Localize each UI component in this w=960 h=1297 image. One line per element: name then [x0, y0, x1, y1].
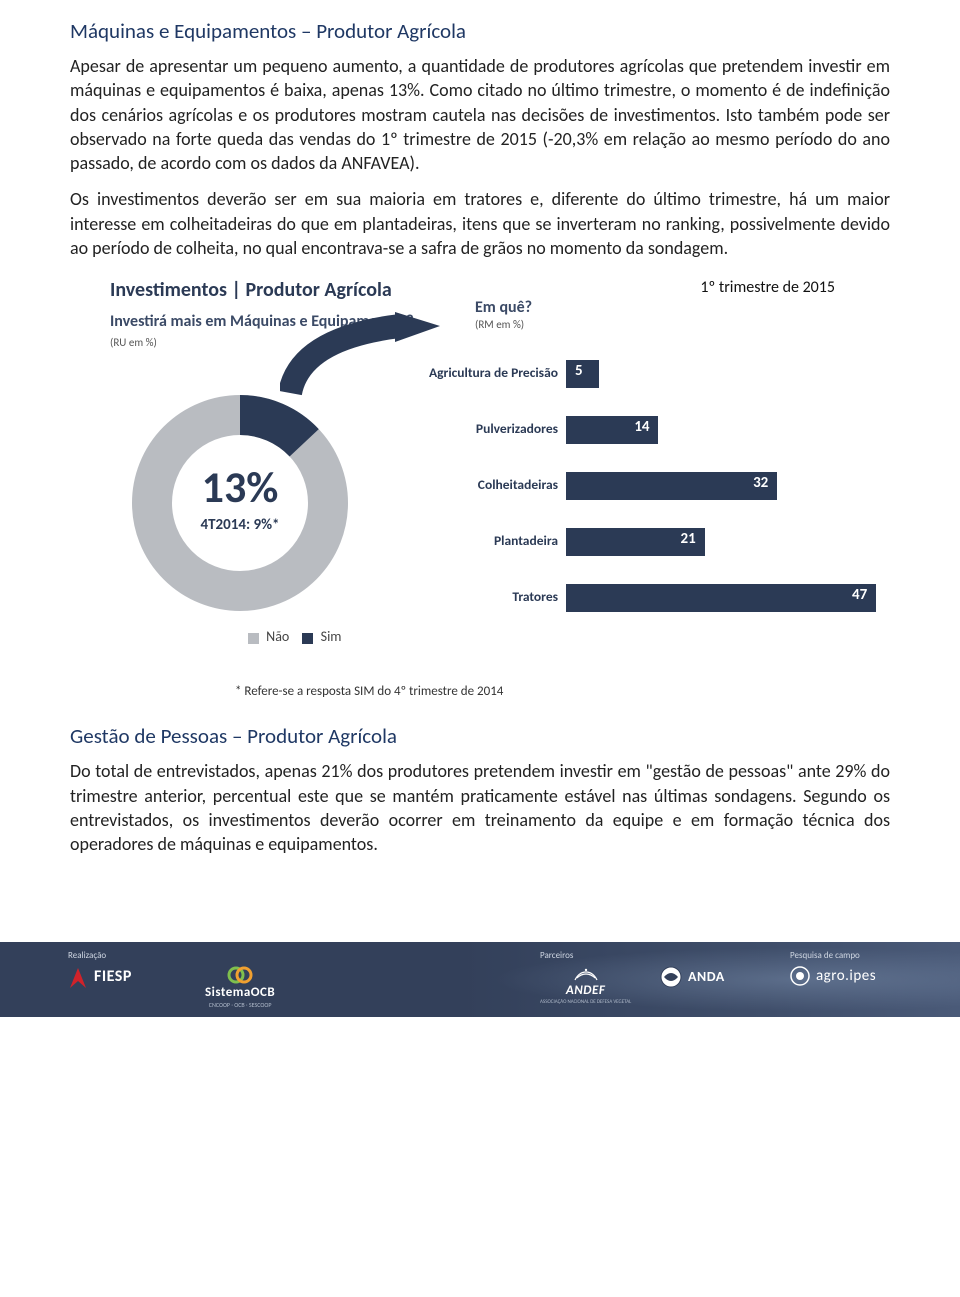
legend-yes-label: Sim — [321, 628, 342, 645]
logo-ocb: SistemaOCB CNCOOP · OCB · SESCOOP — [205, 966, 275, 1009]
bar-rect — [566, 584, 876, 612]
donut-center-prev: 4T2014: 9%* — [125, 516, 355, 534]
chart-title: Investimentos | Produtor Agrícola — [110, 278, 392, 302]
fiesp-text: FIESP — [94, 967, 132, 986]
logo-andef: ANDEF ASSOCIAÇÃO NACIONAL DE DEFESA VEGE… — [540, 966, 631, 1005]
bar-value: 32 — [753, 474, 768, 492]
ocb-icon — [226, 966, 254, 984]
bar-label: Colheitadeiras — [400, 476, 558, 493]
bar-row: Tratores 47 — [400, 574, 890, 624]
footer-label-parceiros: Parceiros — [540, 950, 573, 961]
bar-value: 47 — [852, 586, 867, 604]
logo-fiesp: FIESP — [68, 966, 132, 988]
bar-unit: (RM em %) — [475, 318, 524, 331]
bar-chart: Agricultura de Precisão 5 Pulverizadores 14… — [400, 350, 890, 630]
bar-row: Plantadeira 21 — [400, 518, 890, 568]
footer-label-pesquisa: Pesquisa de campo — [790, 950, 860, 961]
donut-chart: 13% 4T2014: 9%* — [125, 388, 355, 618]
anda-text: ANDA — [688, 968, 725, 985]
logo-ipes: agro.ipes — [790, 966, 876, 986]
ocb-sub: CNCOOP · OCB · SESCOOP — [209, 1001, 272, 1009]
logo-anda: ANDA — [660, 966, 725, 988]
donut-legend: Não Sim — [238, 628, 342, 645]
chart-period: 1º trimestre de 2015 — [700, 278, 835, 297]
donut-unit: (RU em %) — [110, 336, 157, 349]
donut-center-pct: 13% — [125, 460, 355, 514]
investments-chart: Investimentos | Produtor Agrícola 1º tri… — [70, 278, 890, 678]
bar-row: Pulverizadores 14 — [400, 406, 890, 456]
bar-label: Agricultura de Precisão — [400, 364, 558, 381]
section2-para1: Do total de entrevistados, apenas 21% do… — [70, 759, 890, 856]
legend-box-yes — [302, 633, 313, 644]
bar-title: Em quê? — [475, 298, 532, 317]
bar-rect — [566, 472, 777, 500]
section2-title: Gestão de Pessoas – Produtor Agrícola — [70, 723, 890, 749]
andef-icon — [571, 966, 601, 982]
bar-value: 14 — [634, 418, 649, 436]
section1-para2: Os investimentos deverão ser em sua maio… — [70, 187, 890, 260]
chart-footnote: * Refere-se a resposta SIM do 4º trimest… — [235, 684, 890, 699]
andef-sub: ASSOCIAÇÃO NACIONAL DE DEFESA VEGETAL — [540, 999, 631, 1005]
page-footer: Realização Parceiros Pesquisa de campo F… — [0, 942, 960, 1017]
section1-title: Máquinas e Equipamentos – Produtor Agríc… — [70, 18, 890, 44]
bar-value: 21 — [681, 530, 696, 548]
bar-value: 5 — [575, 362, 583, 380]
bar-label: Plantadeira — [400, 532, 558, 549]
ipes-icon — [790, 966, 810, 986]
andef-text: ANDEF — [566, 983, 605, 998]
ipes-text: agro.ipes — [816, 967, 876, 985]
footer-label-realizacao: Realização — [68, 950, 106, 961]
legend-no-label: Não — [266, 628, 289, 645]
bar-row: Colheitadeiras 32 — [400, 462, 890, 512]
bar-label: Tratores — [400, 588, 558, 605]
legend-box-no — [248, 633, 259, 644]
anda-icon — [660, 966, 682, 988]
ocb-text: SistemaOCB — [205, 985, 275, 1000]
fiesp-icon — [68, 966, 88, 988]
section1-para1: Apesar de apresentar um pequeno aumento,… — [70, 54, 890, 175]
bar-row: Agricultura de Precisão 5 — [400, 350, 890, 400]
bar-label: Pulverizadores — [400, 420, 558, 437]
